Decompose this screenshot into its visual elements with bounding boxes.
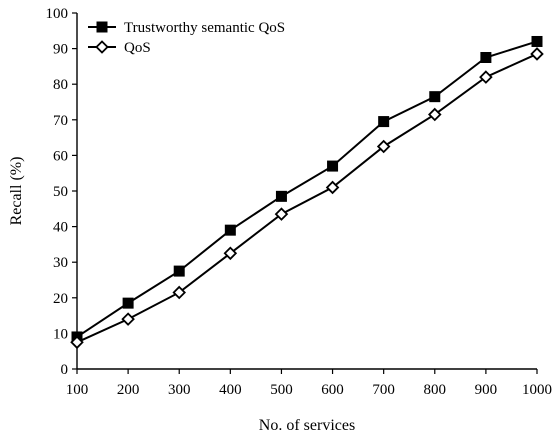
series-line <box>76 40 538 338</box>
y-tick-label: 30 <box>53 255 68 271</box>
series-qos <box>70 47 544 350</box>
diamond-marker <box>223 246 238 261</box>
axes <box>76 13 537 370</box>
x-tick-label: 400 <box>219 382 242 398</box>
x-axis-title: No. of services <box>259 417 355 434</box>
series-line <box>76 53 538 344</box>
legend-item: QoS <box>88 40 151 56</box>
diamond-marker <box>479 70 493 84</box>
diamond-marker <box>95 40 109 54</box>
y-axis-title: Recall (%) <box>8 157 25 226</box>
legend-item: Trustworthy semantic QoS <box>88 20 285 36</box>
x-tick-label: 600 <box>321 382 344 398</box>
y-tick-label: 70 <box>53 113 68 129</box>
x-tick-label: 500 <box>270 382 293 398</box>
legend-label: Trustworthy semantic QoS <box>124 20 285 36</box>
x-tick-label: 100 <box>66 382 89 398</box>
x-tick-label: 800 <box>424 382 447 398</box>
x-tick-label: 900 <box>475 382 498 398</box>
y-tick-label: 50 <box>53 184 68 200</box>
square-marker <box>531 35 543 47</box>
x-tick-label: 300 <box>168 382 191 398</box>
axis-ticks: 0 10 20 30 40 50 60 70 80 90 100 100 200 300 400 500 600… <box>46 6 553 398</box>
square-marker <box>275 190 287 202</box>
diamond-marker <box>325 180 340 195</box>
diamond-marker <box>172 285 186 300</box>
diamond-marker <box>70 335 84 350</box>
diamond-marker <box>428 107 442 122</box>
square-marker <box>327 160 339 172</box>
y-tick-label: 80 <box>53 77 68 93</box>
square-marker <box>378 116 390 128</box>
square-marker <box>429 91 441 103</box>
square-marker <box>122 297 134 309</box>
x-tick-label: 200 <box>117 382 140 398</box>
diamond-marker <box>121 312 135 326</box>
y-tick-label: 20 <box>53 291 68 307</box>
diamond-marker <box>376 139 391 154</box>
square-marker <box>96 21 108 33</box>
square-marker <box>480 52 492 63</box>
y-tick-label: 90 <box>53 42 68 58</box>
y-tick-label: 60 <box>53 148 68 164</box>
diamond-marker <box>274 207 289 221</box>
y-tick-label: 100 <box>46 6 69 22</box>
data-series <box>70 35 544 350</box>
series-trustworthy-semantic-qos <box>71 35 543 343</box>
legend-label: QoS <box>124 40 151 56</box>
x-tick-label: 700 <box>372 382 395 398</box>
diamond-marker <box>530 47 544 61</box>
y-tick-label: 10 <box>53 326 68 342</box>
y-tick-label: 40 <box>53 220 68 236</box>
y-tick-label: 0 <box>61 362 69 378</box>
square-marker <box>224 224 236 236</box>
square-marker <box>173 265 185 277</box>
legend: Trustworthy semantic QoS QoS <box>88 20 285 56</box>
x-tick-label: 1000 <box>522 382 552 398</box>
